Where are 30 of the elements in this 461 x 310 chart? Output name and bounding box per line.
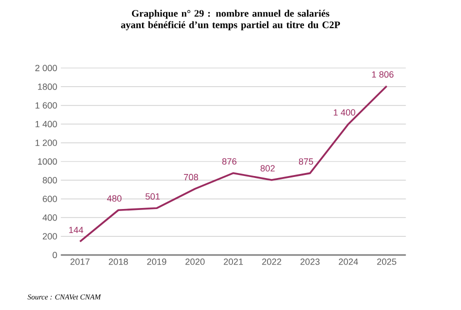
data-label: 876 <box>222 158 236 165</box>
y-tick-label: 1800 <box>38 84 57 90</box>
x-tick-label: 2020 <box>185 258 205 265</box>
y-tick-label: 1 600 <box>36 102 57 109</box>
y-tick-label: 1000 <box>38 158 57 165</box>
y-tick-label: 200 <box>42 233 57 240</box>
x-tick-label: 2022 <box>262 258 282 265</box>
data-label: 708 <box>184 174 198 180</box>
data-label: 1 400 <box>334 109 356 116</box>
x-tick-label: 2025 <box>377 258 396 265</box>
y-tick-label: 1 200 <box>36 140 57 146</box>
y-tick-label: 0 <box>52 252 57 258</box>
y-tick-label: 2 000 <box>35 64 57 72</box>
y-tick-label: 800 <box>42 177 57 184</box>
chart-title: Graphique n° 29 : nombre annuel de salariés ayant bénéficié d’un temps partiel au titre du C2P <box>121 10 340 30</box>
data-label: 802 <box>260 165 275 172</box>
data-label: 144 <box>69 226 84 234</box>
x-tick-label: 2018 <box>108 258 128 265</box>
x-tick-label: 2023 <box>300 258 320 265</box>
data-label: 480 <box>107 195 122 202</box>
x-tick-label: 2019 <box>147 258 166 265</box>
x-tick-label: 2017 <box>70 258 90 265</box>
y-tick-label: 1 400 <box>36 120 57 128</box>
data-label: 875 <box>298 158 314 165</box>
x-tick-label: 2024 <box>338 258 358 265</box>
data-label: 1 806 <box>372 71 394 78</box>
y-tick-label: 600 <box>42 196 57 202</box>
x-tick-label: 2021 <box>224 258 243 265</box>
data-label: 501 <box>146 193 160 200</box>
y-tick-label: 400 <box>42 214 57 221</box>
